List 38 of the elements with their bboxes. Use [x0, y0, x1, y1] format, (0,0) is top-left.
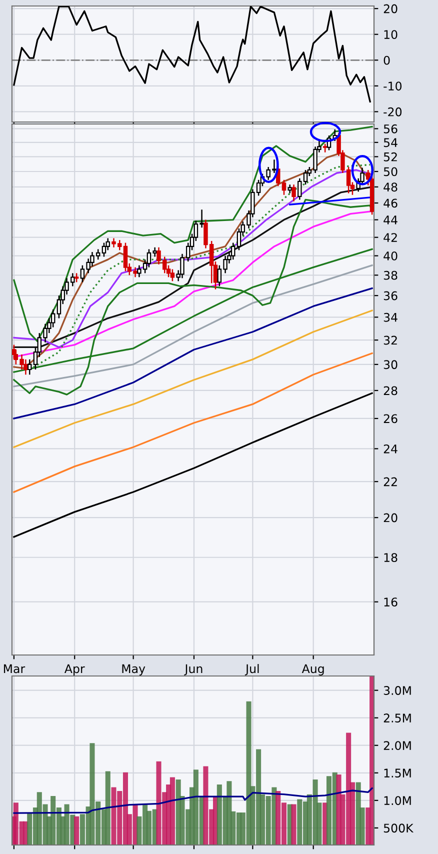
x-tick-label: Aug	[302, 664, 324, 676]
x-tick-label: May	[122, 664, 146, 676]
y-tick-label: 20	[384, 4, 398, 14]
y-tick-label: 2.0M	[384, 741, 411, 750]
y-tick-label: 26	[384, 414, 398, 424]
y-tick-label: 24	[384, 444, 398, 454]
y-tick-label: 56	[384, 124, 398, 134]
y-tick-label: 44	[384, 216, 398, 224]
x-tick-label: Apr	[64, 664, 85, 676]
y-tick-label: 36	[384, 291, 398, 300]
y-tick-label: 32	[384, 336, 397, 345]
y-tick-label: 46	[384, 198, 398, 208]
y-tick-label: 10	[384, 30, 398, 40]
y-tick-label: 38	[384, 270, 398, 280]
y-tick-label: 42	[384, 233, 397, 242]
y-tick-label: 18	[384, 553, 398, 562]
y-tick-label: 22	[384, 477, 397, 486]
y-tick-label: 1.0M	[384, 796, 411, 806]
y-tick-label: 54	[384, 138, 398, 148]
y-tick-label: 3.0M	[384, 686, 411, 695]
y-tick-label: 52	[384, 152, 397, 162]
x-tick-label: Jul	[244, 664, 259, 676]
y-tick-label: 0	[384, 56, 390, 65]
y-tick-label: -10	[384, 82, 402, 91]
y-tick-label: 50	[384, 167, 398, 176]
y-tick-label: 20	[384, 513, 398, 522]
y-tick-label: 30	[384, 360, 398, 370]
y-tick-label: 28	[384, 386, 398, 396]
y-tick-label: 48	[384, 182, 398, 192]
y-tick-label: -20	[384, 107, 402, 116]
x-tick-label: Jun	[184, 664, 202, 676]
y-tick-label: 500K	[384, 824, 414, 833]
y-tick-label: 40	[384, 252, 398, 260]
y-tick-label: 2.5M	[384, 714, 411, 722]
y-tick-label: 1.5M	[384, 768, 411, 778]
x-tick-label: Mar	[4, 664, 26, 674]
y-tick-label: 34	[384, 312, 398, 322]
y-tick-label: 16	[384, 598, 398, 607]
